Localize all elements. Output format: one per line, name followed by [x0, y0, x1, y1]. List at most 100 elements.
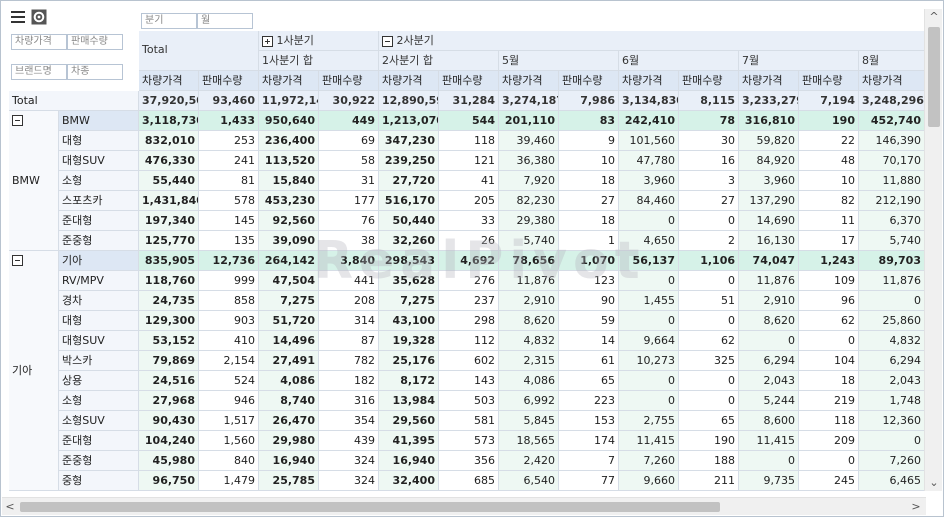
data-cell: 104 [799, 351, 859, 371]
data-cell: 16,130 [739, 231, 799, 251]
data-cell: 5,740 [859, 231, 925, 251]
horizontal-scroll-thumb[interactable] [20, 502, 720, 512]
data-cell: 264,142 [259, 251, 319, 271]
total-value-cell: 8,115 [679, 91, 739, 111]
data-cell: 354 [319, 411, 379, 431]
collapse-icon[interactable] [12, 115, 23, 126]
horizontal-scrollbar[interactable]: < > [2, 497, 926, 515]
data-cell: 410 [199, 331, 259, 351]
data-cell: 27 [679, 191, 739, 211]
data-cell: 0 [739, 331, 799, 351]
data-cell: 112 [439, 331, 499, 351]
header-month-6: 6월 [619, 51, 739, 71]
data-cell: 143 [439, 371, 499, 391]
data-cell: 36,380 [499, 151, 559, 171]
data-cell: 0 [619, 311, 679, 331]
filter-chip-month[interactable]: 월 [197, 13, 253, 29]
data-cell: 13,984 [379, 391, 439, 411]
data-cell: 0 [619, 371, 679, 391]
data-cell: 41,395 [379, 431, 439, 451]
expand-icon[interactable] [262, 35, 273, 47]
data-cell: 347,230 [379, 131, 439, 151]
data-cell: 96,750 [139, 471, 199, 491]
data-cell: 6,370 [859, 211, 925, 231]
settings-button[interactable] [31, 9, 47, 25]
header-q2[interactable]: 2사분기 [379, 31, 925, 51]
data-cell: 3,960 [739, 171, 799, 191]
total-value-cell: 3,248,296 [859, 91, 925, 111]
row-label: 소형 [59, 171, 139, 191]
data-cell: 6,540 [499, 471, 559, 491]
data-cell: 201,110 [499, 111, 559, 131]
data-cell: 6,294 [739, 351, 799, 371]
measure-qty-m6: 판매수량 [679, 71, 739, 91]
data-cell: 4,692 [439, 251, 499, 271]
data-cell: 999 [199, 271, 259, 291]
data-cell: 1,433 [199, 111, 259, 131]
filter-chip-brand[interactable]: 브랜드명 [11, 64, 67, 80]
total-value-cell: 30,922 [319, 91, 379, 111]
vertical-scrollbar[interactable]: ^ ⌄ [924, 9, 942, 491]
data-cell: 5,740 [499, 231, 559, 251]
total-value-cell: 7,986 [559, 91, 619, 111]
data-cell: 29,380 [499, 211, 559, 231]
data-cell: 65 [679, 411, 739, 431]
filter-chip-price[interactable]: 차량가격 [11, 34, 67, 50]
data-cell: 0 [679, 371, 739, 391]
data-cell: 58 [319, 151, 379, 171]
data-cell: 79,869 [139, 351, 199, 371]
data-cell: 51,720 [259, 311, 319, 331]
header-q1[interactable]: 1사분기 [259, 31, 379, 51]
row-label: 준중형 [59, 231, 139, 251]
scroll-right-icon[interactable]: > [911, 500, 921, 513]
data-cell: 137,290 [739, 191, 799, 211]
data-cell: 211 [679, 471, 739, 491]
data-cell: 92,560 [259, 211, 319, 231]
data-cell: 11,876 [499, 271, 559, 291]
data-cell: 1,479 [199, 471, 259, 491]
data-cell: 4,832 [859, 331, 925, 351]
data-cell: 3,960 [619, 171, 679, 191]
scroll-down-icon[interactable]: ⌄ [929, 476, 939, 489]
header-month-5: 5월 [499, 51, 619, 71]
data-cell: 50,440 [379, 211, 439, 231]
data-cell: 212,190 [859, 191, 925, 211]
data-cell: 56,137 [619, 251, 679, 271]
data-cell: 8,600 [739, 411, 799, 431]
menu-button[interactable] [10, 10, 26, 24]
vertical-scroll-thumb[interactable] [928, 27, 940, 127]
total-value-cell: 37,920,503 [139, 91, 199, 111]
data-cell: 87 [319, 331, 379, 351]
data-cell: 449 [319, 111, 379, 131]
filter-chip-quarter[interactable]: 분기 [141, 13, 197, 29]
data-cell: 1,748 [859, 391, 925, 411]
collapse-icon[interactable] [12, 255, 23, 266]
collapse-icon[interactable] [382, 35, 393, 47]
total-value-cell: 93,460 [199, 91, 259, 111]
data-cell: 0 [619, 211, 679, 231]
data-cell: 14 [559, 331, 619, 351]
filter-chip-qty[interactable]: 판매수량 [67, 34, 123, 50]
data-cell: 47,780 [619, 151, 679, 171]
scroll-up-icon[interactable]: ^ [929, 10, 939, 23]
data-cell: 0 [799, 331, 859, 351]
data-cell: 188 [679, 451, 739, 471]
data-cell: 476,330 [139, 151, 199, 171]
data-cell: 145 [199, 211, 259, 231]
data-cell: 0 [739, 451, 799, 471]
data-cell: 1 [559, 231, 619, 251]
header-q2-sum: 2사분기 합 [379, 51, 499, 71]
data-cell: 96 [799, 291, 859, 311]
data-cell: 7 [559, 451, 619, 471]
data-cell: 177 [319, 191, 379, 211]
data-cell: 602 [439, 351, 499, 371]
data-cell: 2,910 [499, 291, 559, 311]
data-cell: 22 [799, 131, 859, 151]
data-cell: 453,230 [259, 191, 319, 211]
data-cell: 314 [319, 311, 379, 331]
data-cell: 26,470 [259, 411, 319, 431]
filter-chip-type[interactable]: 차종 [67, 64, 123, 80]
data-cell: 0 [859, 291, 925, 311]
scroll-left-icon[interactable]: < [5, 500, 15, 513]
